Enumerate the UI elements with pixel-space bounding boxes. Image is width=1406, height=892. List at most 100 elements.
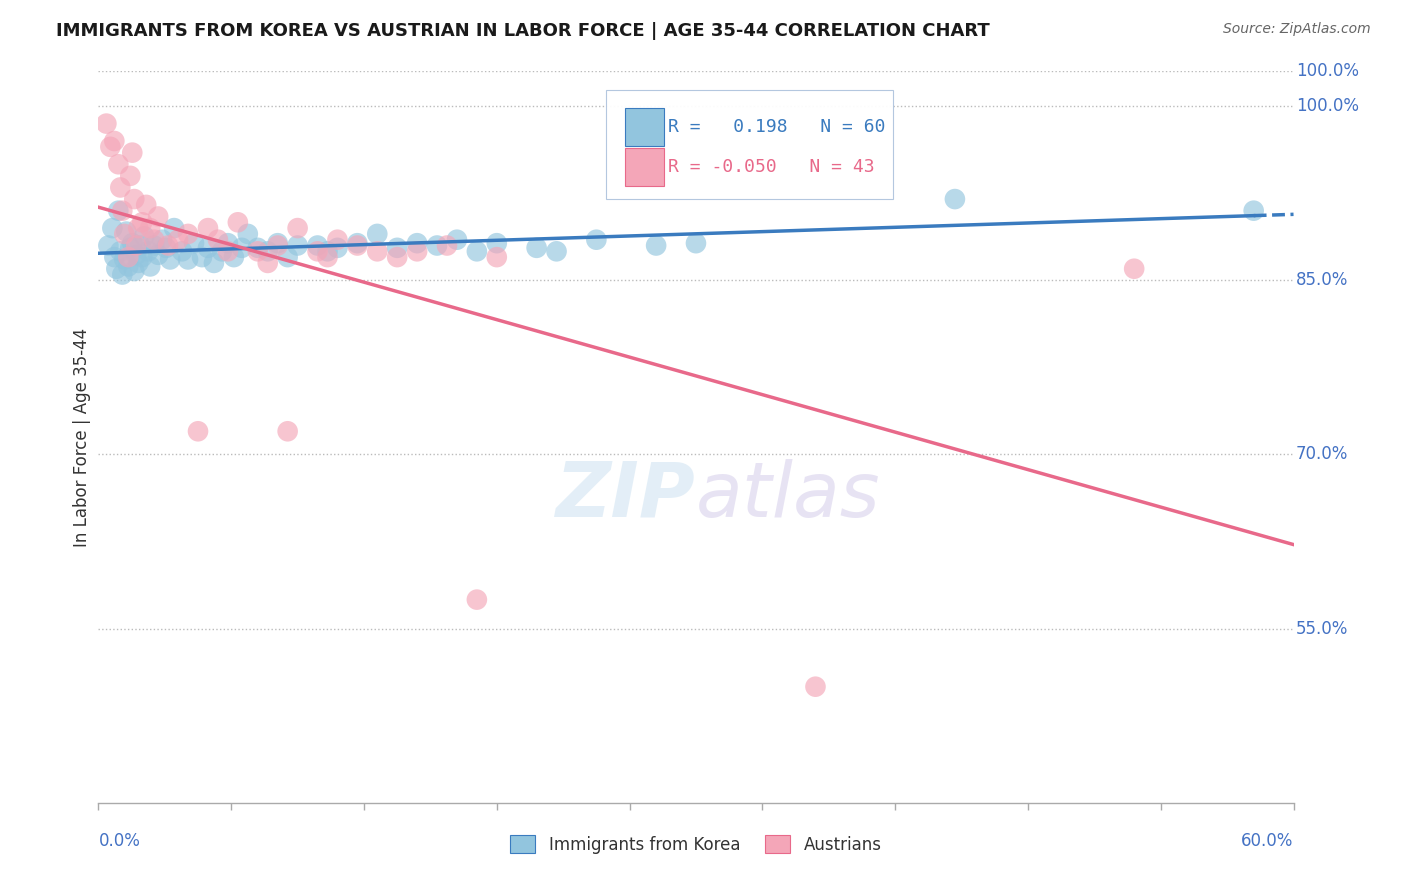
Point — [267, 238, 290, 252]
Point — [307, 244, 329, 259]
Point — [326, 241, 349, 255]
Point — [191, 250, 214, 264]
FancyBboxPatch shape — [626, 148, 664, 186]
Point — [110, 180, 132, 194]
Text: 70.0%: 70.0% — [1296, 445, 1348, 464]
Text: IMMIGRANTS FROM KOREA VS AUSTRIAN IN LABOR FORCE | AGE 35-44 CORRELATION CHART: IMMIGRANTS FROM KOREA VS AUSTRIAN IN LAB… — [56, 22, 990, 40]
Point — [112, 227, 135, 241]
Point — [177, 252, 200, 267]
Point — [127, 221, 149, 235]
Point — [125, 248, 148, 262]
Point — [256, 256, 278, 270]
Point — [143, 238, 166, 252]
Point — [155, 241, 177, 255]
Point — [197, 241, 219, 255]
Point — [207, 233, 229, 247]
FancyBboxPatch shape — [606, 90, 893, 200]
Point — [226, 215, 249, 229]
Point — [125, 238, 148, 252]
Point — [117, 250, 139, 264]
Point — [167, 233, 190, 247]
Point — [406, 236, 429, 251]
Y-axis label: In Labor Force | Age 35-44: In Labor Force | Age 35-44 — [73, 327, 91, 547]
Point — [645, 238, 668, 252]
Point — [157, 238, 180, 252]
Point — [139, 221, 162, 235]
Point — [222, 250, 245, 264]
Point — [117, 260, 139, 274]
Point — [121, 236, 143, 251]
Point — [346, 236, 368, 251]
Point — [124, 264, 146, 278]
Point — [256, 244, 278, 259]
Point — [526, 241, 548, 255]
Point — [307, 238, 329, 252]
Point — [121, 145, 143, 160]
Point — [211, 244, 233, 259]
Point — [246, 241, 269, 255]
Point — [159, 252, 181, 267]
Point — [98, 140, 122, 154]
Point — [103, 250, 125, 264]
Point — [217, 244, 239, 259]
Text: Source: ZipAtlas.com: Source: ZipAtlas.com — [1223, 22, 1371, 37]
Point — [546, 244, 568, 259]
Point — [326, 233, 349, 247]
Point — [139, 260, 162, 274]
Point — [129, 238, 152, 252]
FancyBboxPatch shape — [626, 108, 664, 146]
Legend: Immigrants from Korea, Austrians: Immigrants from Korea, Austrians — [503, 829, 889, 860]
Point — [187, 424, 209, 438]
Point — [197, 221, 219, 235]
Text: atlas: atlas — [696, 458, 880, 533]
Point — [236, 227, 259, 241]
Point — [316, 244, 339, 259]
Point — [436, 238, 458, 252]
Point — [685, 236, 707, 251]
Text: 55.0%: 55.0% — [1296, 620, 1348, 638]
Text: R = -0.050   N = 43: R = -0.050 N = 43 — [668, 158, 875, 177]
Text: R =   0.198   N = 60: R = 0.198 N = 60 — [668, 118, 886, 136]
Point — [385, 241, 409, 255]
Point — [127, 256, 149, 270]
Point — [112, 252, 135, 267]
Point — [103, 134, 125, 148]
Point — [267, 236, 290, 251]
Point — [143, 233, 166, 247]
Point — [202, 256, 225, 270]
Text: ZIP: ZIP — [557, 458, 696, 533]
Point — [111, 203, 134, 218]
Point — [277, 250, 299, 264]
Point — [1243, 203, 1265, 218]
Point — [163, 221, 186, 235]
Point — [150, 233, 173, 247]
Point — [131, 250, 153, 264]
Point — [465, 244, 488, 259]
Point — [107, 203, 129, 218]
Point — [177, 227, 200, 241]
Text: 0.0%: 0.0% — [98, 832, 141, 850]
Point — [136, 244, 159, 259]
Point — [111, 268, 134, 282]
Point — [115, 225, 138, 239]
Point — [287, 238, 309, 252]
Point — [385, 250, 409, 264]
Point — [134, 229, 156, 244]
Point — [120, 241, 142, 255]
Point — [172, 244, 194, 259]
Point — [217, 236, 239, 251]
Point — [804, 680, 827, 694]
Text: 100.0%: 100.0% — [1296, 62, 1360, 80]
Point — [131, 215, 153, 229]
Point — [105, 261, 128, 276]
Point — [120, 169, 142, 183]
Point — [97, 238, 120, 252]
Point — [366, 244, 388, 259]
Point — [148, 248, 170, 262]
Point — [426, 238, 449, 252]
Point — [287, 221, 309, 235]
Point — [366, 227, 388, 241]
Point — [246, 244, 269, 259]
Point — [585, 233, 607, 247]
Point — [277, 424, 299, 438]
